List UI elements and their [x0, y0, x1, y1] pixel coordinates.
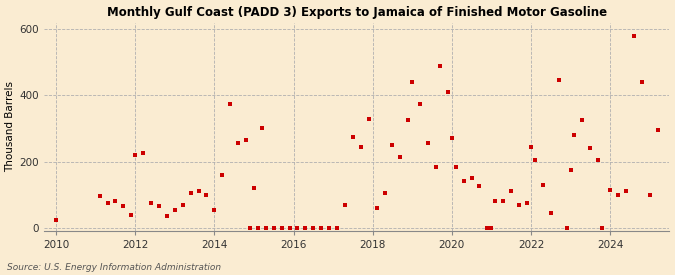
- Point: [284, 226, 295, 230]
- Point: [431, 164, 441, 169]
- Point: [522, 201, 533, 205]
- Point: [193, 189, 204, 194]
- Point: [474, 184, 485, 189]
- Point: [450, 164, 461, 169]
- Point: [51, 217, 61, 222]
- Point: [201, 192, 212, 197]
- Point: [529, 158, 540, 162]
- Point: [537, 183, 548, 187]
- Point: [490, 199, 501, 204]
- Point: [240, 138, 251, 142]
- Point: [340, 202, 350, 207]
- Point: [178, 202, 188, 207]
- Point: [256, 126, 267, 131]
- Point: [407, 80, 418, 84]
- Point: [569, 133, 580, 137]
- Point: [348, 134, 358, 139]
- Point: [110, 199, 121, 204]
- Point: [185, 191, 196, 195]
- Point: [561, 226, 572, 230]
- Point: [628, 34, 639, 38]
- Point: [585, 146, 596, 150]
- Point: [379, 191, 390, 195]
- Point: [316, 226, 327, 230]
- Point: [620, 189, 631, 194]
- Point: [637, 80, 647, 84]
- Point: [300, 226, 310, 230]
- Point: [371, 206, 382, 210]
- Point: [613, 192, 624, 197]
- Point: [138, 151, 148, 156]
- Point: [458, 179, 469, 184]
- Point: [395, 155, 406, 159]
- Point: [414, 101, 425, 106]
- Point: [154, 204, 165, 208]
- Point: [217, 173, 227, 177]
- Point: [442, 90, 453, 94]
- Point: [324, 226, 335, 230]
- Point: [577, 118, 588, 122]
- Point: [466, 176, 477, 180]
- Point: [130, 153, 140, 157]
- Point: [233, 141, 244, 145]
- Point: [252, 226, 263, 230]
- Point: [435, 63, 446, 68]
- Point: [146, 201, 157, 205]
- Point: [363, 116, 374, 121]
- Point: [161, 214, 172, 218]
- Point: [95, 194, 105, 199]
- Point: [605, 188, 616, 192]
- Point: [102, 201, 113, 205]
- Point: [514, 202, 524, 207]
- Point: [292, 226, 303, 230]
- Point: [308, 226, 319, 230]
- Point: [269, 226, 279, 230]
- Point: [565, 168, 576, 172]
- Point: [169, 207, 180, 212]
- Point: [482, 226, 493, 230]
- Point: [554, 78, 564, 83]
- Point: [446, 136, 457, 141]
- Point: [355, 144, 366, 149]
- Point: [486, 226, 497, 230]
- Title: Monthly Gulf Coast (PADD 3) Exports to Jamaica of Finished Motor Gasoline: Monthly Gulf Coast (PADD 3) Exports to J…: [107, 6, 607, 18]
- Point: [118, 204, 129, 208]
- Point: [209, 207, 220, 212]
- Point: [276, 226, 287, 230]
- Text: Source: U.S. Energy Information Administration: Source: U.S. Energy Information Administ…: [7, 263, 221, 272]
- Point: [593, 158, 603, 162]
- Point: [331, 226, 342, 230]
- Point: [652, 128, 663, 132]
- Point: [498, 199, 509, 204]
- Point: [225, 101, 236, 106]
- Point: [387, 143, 398, 147]
- Point: [403, 118, 414, 122]
- Point: [126, 212, 136, 217]
- Point: [261, 226, 271, 230]
- Point: [644, 192, 655, 197]
- Y-axis label: Thousand Barrels: Thousand Barrels: [5, 81, 16, 172]
- Point: [526, 144, 537, 149]
- Point: [545, 211, 556, 215]
- Point: [248, 186, 259, 190]
- Point: [597, 226, 608, 230]
- Point: [423, 141, 433, 145]
- Point: [244, 226, 255, 230]
- Point: [506, 189, 516, 194]
